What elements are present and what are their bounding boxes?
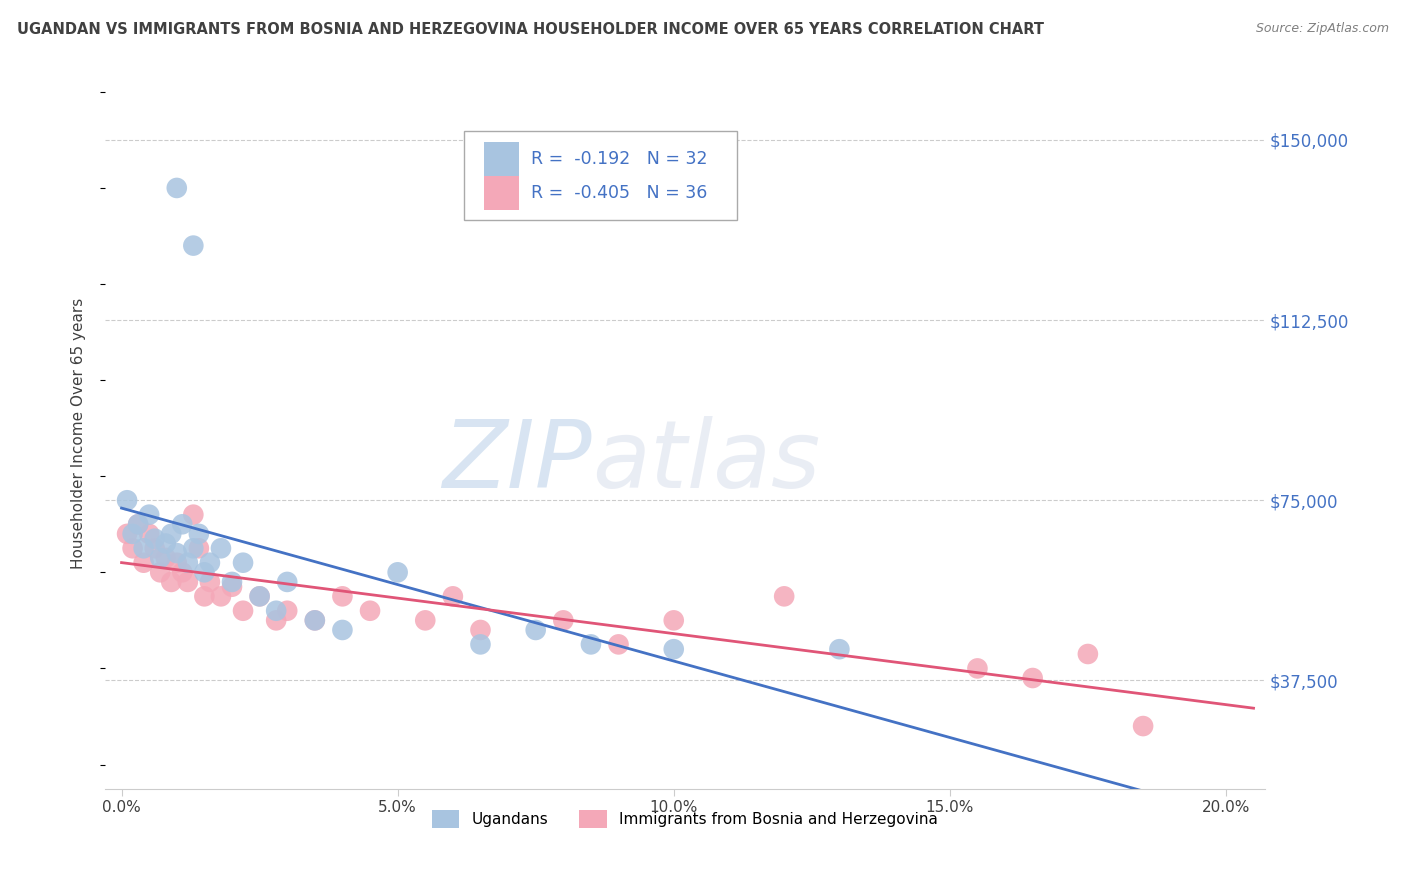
Point bbox=[187, 527, 209, 541]
Point bbox=[177, 574, 200, 589]
Point bbox=[441, 590, 464, 604]
Point bbox=[232, 604, 254, 618]
Point bbox=[332, 590, 354, 604]
Point bbox=[232, 556, 254, 570]
Point bbox=[143, 541, 166, 556]
Text: atlas: atlas bbox=[592, 416, 820, 507]
Point bbox=[172, 517, 194, 532]
Point bbox=[249, 590, 271, 604]
Point bbox=[304, 613, 326, 627]
Point bbox=[773, 590, 796, 604]
Point bbox=[127, 517, 149, 532]
Point bbox=[209, 541, 232, 556]
Text: UGANDAN VS IMMIGRANTS FROM BOSNIA AND HERZEGOVINA HOUSEHOLDER INCOME OVER 65 YEA: UGANDAN VS IMMIGRANTS FROM BOSNIA AND HE… bbox=[17, 22, 1043, 37]
Point bbox=[662, 642, 685, 657]
Point bbox=[1077, 647, 1099, 661]
Point bbox=[359, 604, 381, 618]
Point bbox=[579, 637, 602, 651]
Point bbox=[166, 181, 188, 195]
Point bbox=[198, 556, 221, 570]
Legend: Ugandans, Immigrants from Bosnia and Herzegovina: Ugandans, Immigrants from Bosnia and Her… bbox=[426, 805, 943, 834]
Point bbox=[828, 642, 851, 657]
Point bbox=[160, 574, 183, 589]
Point bbox=[553, 613, 575, 627]
Point bbox=[209, 590, 232, 604]
Bar bbox=[484, 176, 519, 211]
Point bbox=[187, 541, 209, 556]
Point bbox=[607, 637, 630, 651]
Point bbox=[276, 604, 298, 618]
Point bbox=[172, 566, 194, 580]
FancyBboxPatch shape bbox=[464, 131, 737, 219]
Point bbox=[387, 566, 409, 580]
Point bbox=[149, 550, 172, 565]
Text: ZIP: ZIP bbox=[443, 416, 592, 507]
Point bbox=[138, 508, 160, 522]
Point bbox=[221, 580, 243, 594]
Point bbox=[177, 556, 200, 570]
Point bbox=[264, 604, 287, 618]
Point bbox=[121, 527, 143, 541]
Point bbox=[332, 623, 354, 637]
Point bbox=[183, 508, 205, 522]
Text: R =  -0.192   N = 32: R = -0.192 N = 32 bbox=[530, 150, 707, 168]
Point bbox=[662, 613, 685, 627]
Point bbox=[127, 517, 149, 532]
Point bbox=[221, 574, 243, 589]
Point bbox=[149, 566, 172, 580]
Point bbox=[198, 574, 221, 589]
Text: R =  -0.405   N = 36: R = -0.405 N = 36 bbox=[530, 185, 707, 202]
Point bbox=[132, 556, 155, 570]
Point bbox=[524, 623, 547, 637]
Point bbox=[249, 590, 271, 604]
Point bbox=[470, 623, 492, 637]
Point bbox=[115, 493, 138, 508]
Point bbox=[413, 613, 436, 627]
Point bbox=[166, 546, 188, 560]
Point bbox=[143, 532, 166, 546]
Point bbox=[155, 536, 177, 550]
Point bbox=[264, 613, 287, 627]
Bar bbox=[484, 142, 519, 176]
Point bbox=[193, 590, 215, 604]
Point bbox=[183, 541, 205, 556]
Point bbox=[121, 541, 143, 556]
Point bbox=[155, 550, 177, 565]
Point bbox=[1132, 719, 1154, 733]
Point bbox=[276, 574, 298, 589]
Point bbox=[966, 661, 988, 675]
Y-axis label: Householder Income Over 65 years: Householder Income Over 65 years bbox=[72, 297, 86, 568]
Text: Source: ZipAtlas.com: Source: ZipAtlas.com bbox=[1256, 22, 1389, 36]
Point bbox=[132, 541, 155, 556]
Point bbox=[304, 613, 326, 627]
Point bbox=[166, 556, 188, 570]
Point bbox=[1021, 671, 1043, 685]
Point bbox=[115, 527, 138, 541]
Point bbox=[183, 238, 205, 252]
Point bbox=[138, 527, 160, 541]
Point bbox=[193, 566, 215, 580]
Point bbox=[470, 637, 492, 651]
Point bbox=[160, 527, 183, 541]
